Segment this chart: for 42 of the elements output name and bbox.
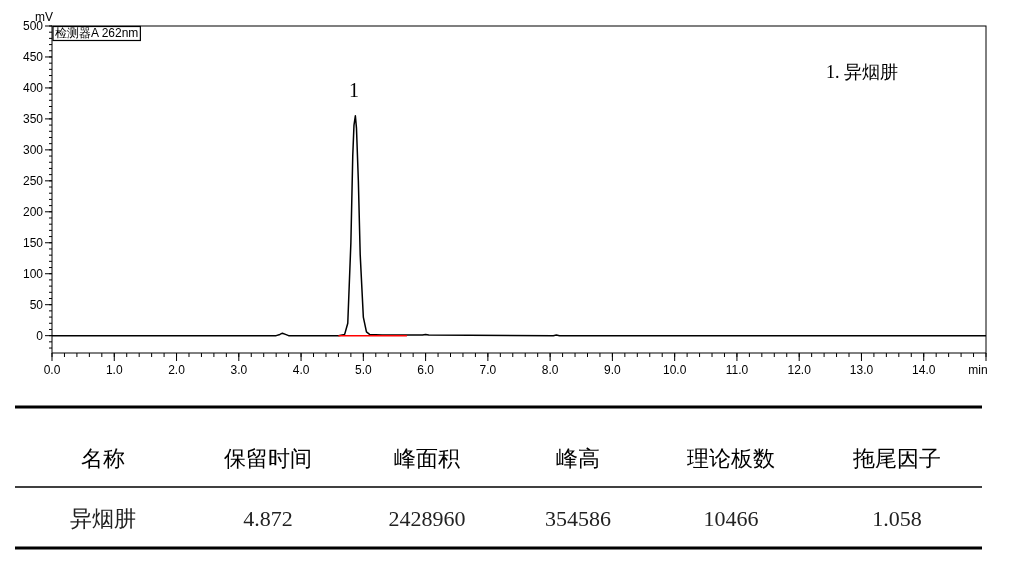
- annotation: 1: [349, 79, 359, 101]
- text: 10466: [703, 506, 759, 531]
- text: 1.058: [872, 506, 922, 531]
- text: 名称: [81, 446, 125, 471]
- y-tick-label: 500: [22, 19, 44, 33]
- x-tick-label: 4.0: [292, 363, 310, 377]
- x-tick-label: 2.0: [168, 363, 186, 377]
- text: 4.872: [243, 506, 293, 531]
- text: 保留时间: [224, 446, 312, 471]
- x-tick-label: 8.0: [541, 363, 559, 377]
- x-tick-label: 14.0: [912, 363, 936, 377]
- text: 峰高: [556, 446, 600, 471]
- y-tick-label: 300: [22, 142, 44, 157]
- y-tick-label: 50: [29, 297, 44, 312]
- y-tick-label: 0: [36, 328, 44, 343]
- text: 2428960: [388, 506, 466, 531]
- x-tick-label: 7.0: [479, 363, 497, 377]
- x-tick-label: 0.0: [43, 363, 61, 377]
- text: 异烟肼: [70, 506, 136, 531]
- text: 峰面积: [394, 446, 460, 471]
- x-tick-label: 3.0: [230, 363, 248, 377]
- chart-title: 检测器A 262nm: [55, 26, 139, 40]
- x-axis-title: min: [968, 363, 988, 377]
- x-tick-label: 13.0: [849, 363, 874, 377]
- text: 拖尾因子: [852, 446, 941, 471]
- x-tick-label: 1.0: [105, 363, 123, 377]
- text: 理论板数: [687, 446, 775, 471]
- y-tick-label: 150: [22, 235, 44, 250]
- text: 354586: [545, 506, 611, 531]
- y-tick-label: 100: [22, 266, 44, 281]
- y-tick-label: 250: [22, 173, 44, 188]
- x-tick-label: 5.0: [354, 363, 372, 377]
- x-tick-label: 12.0: [787, 363, 812, 377]
- y-tick-label: 350: [22, 111, 44, 126]
- annotation: 1. 异烟肼: [826, 62, 898, 82]
- x-tick-label: 11.0: [725, 363, 749, 377]
- x-tick-label: 10.0: [662, 363, 687, 377]
- x-tick-label: 6.0: [417, 363, 435, 377]
- x-tick-label: 9.0: [604, 363, 622, 377]
- y-tick-label: 200: [22, 204, 44, 219]
- y-tick-label: 400: [22, 80, 44, 95]
- y-tick-label: 450: [22, 49, 44, 64]
